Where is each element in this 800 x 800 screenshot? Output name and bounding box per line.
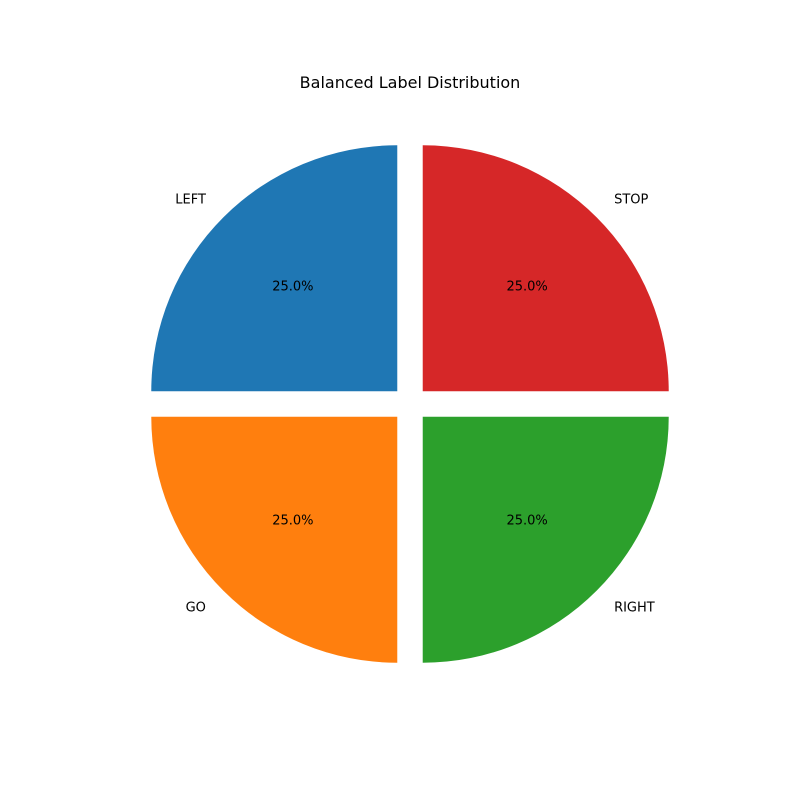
- slice-label-stop: STOP: [614, 192, 648, 207]
- slice-label-go: GO: [186, 601, 206, 616]
- slice-label-left: LEFT: [175, 192, 206, 207]
- pct-label-stop: 25.0%: [506, 279, 547, 294]
- pie-slices: 25.0% LEFT 25.0% GO 25.0% RIGHT 25.0% STOP: [151, 145, 669, 663]
- pct-label-right: 25.0%: [506, 514, 547, 529]
- pct-label-left: 25.0%: [272, 279, 313, 294]
- slice-label-right: RIGHT: [614, 601, 655, 616]
- chart-title: Balanced Label Distribution: [300, 73, 521, 92]
- pie-slice-right: [422, 416, 669, 663]
- pie-slice-stop: [422, 145, 669, 392]
- pie-slice-left: [151, 145, 398, 392]
- pie-slice-go: [151, 416, 398, 663]
- pct-label-go: 25.0%: [272, 514, 313, 529]
